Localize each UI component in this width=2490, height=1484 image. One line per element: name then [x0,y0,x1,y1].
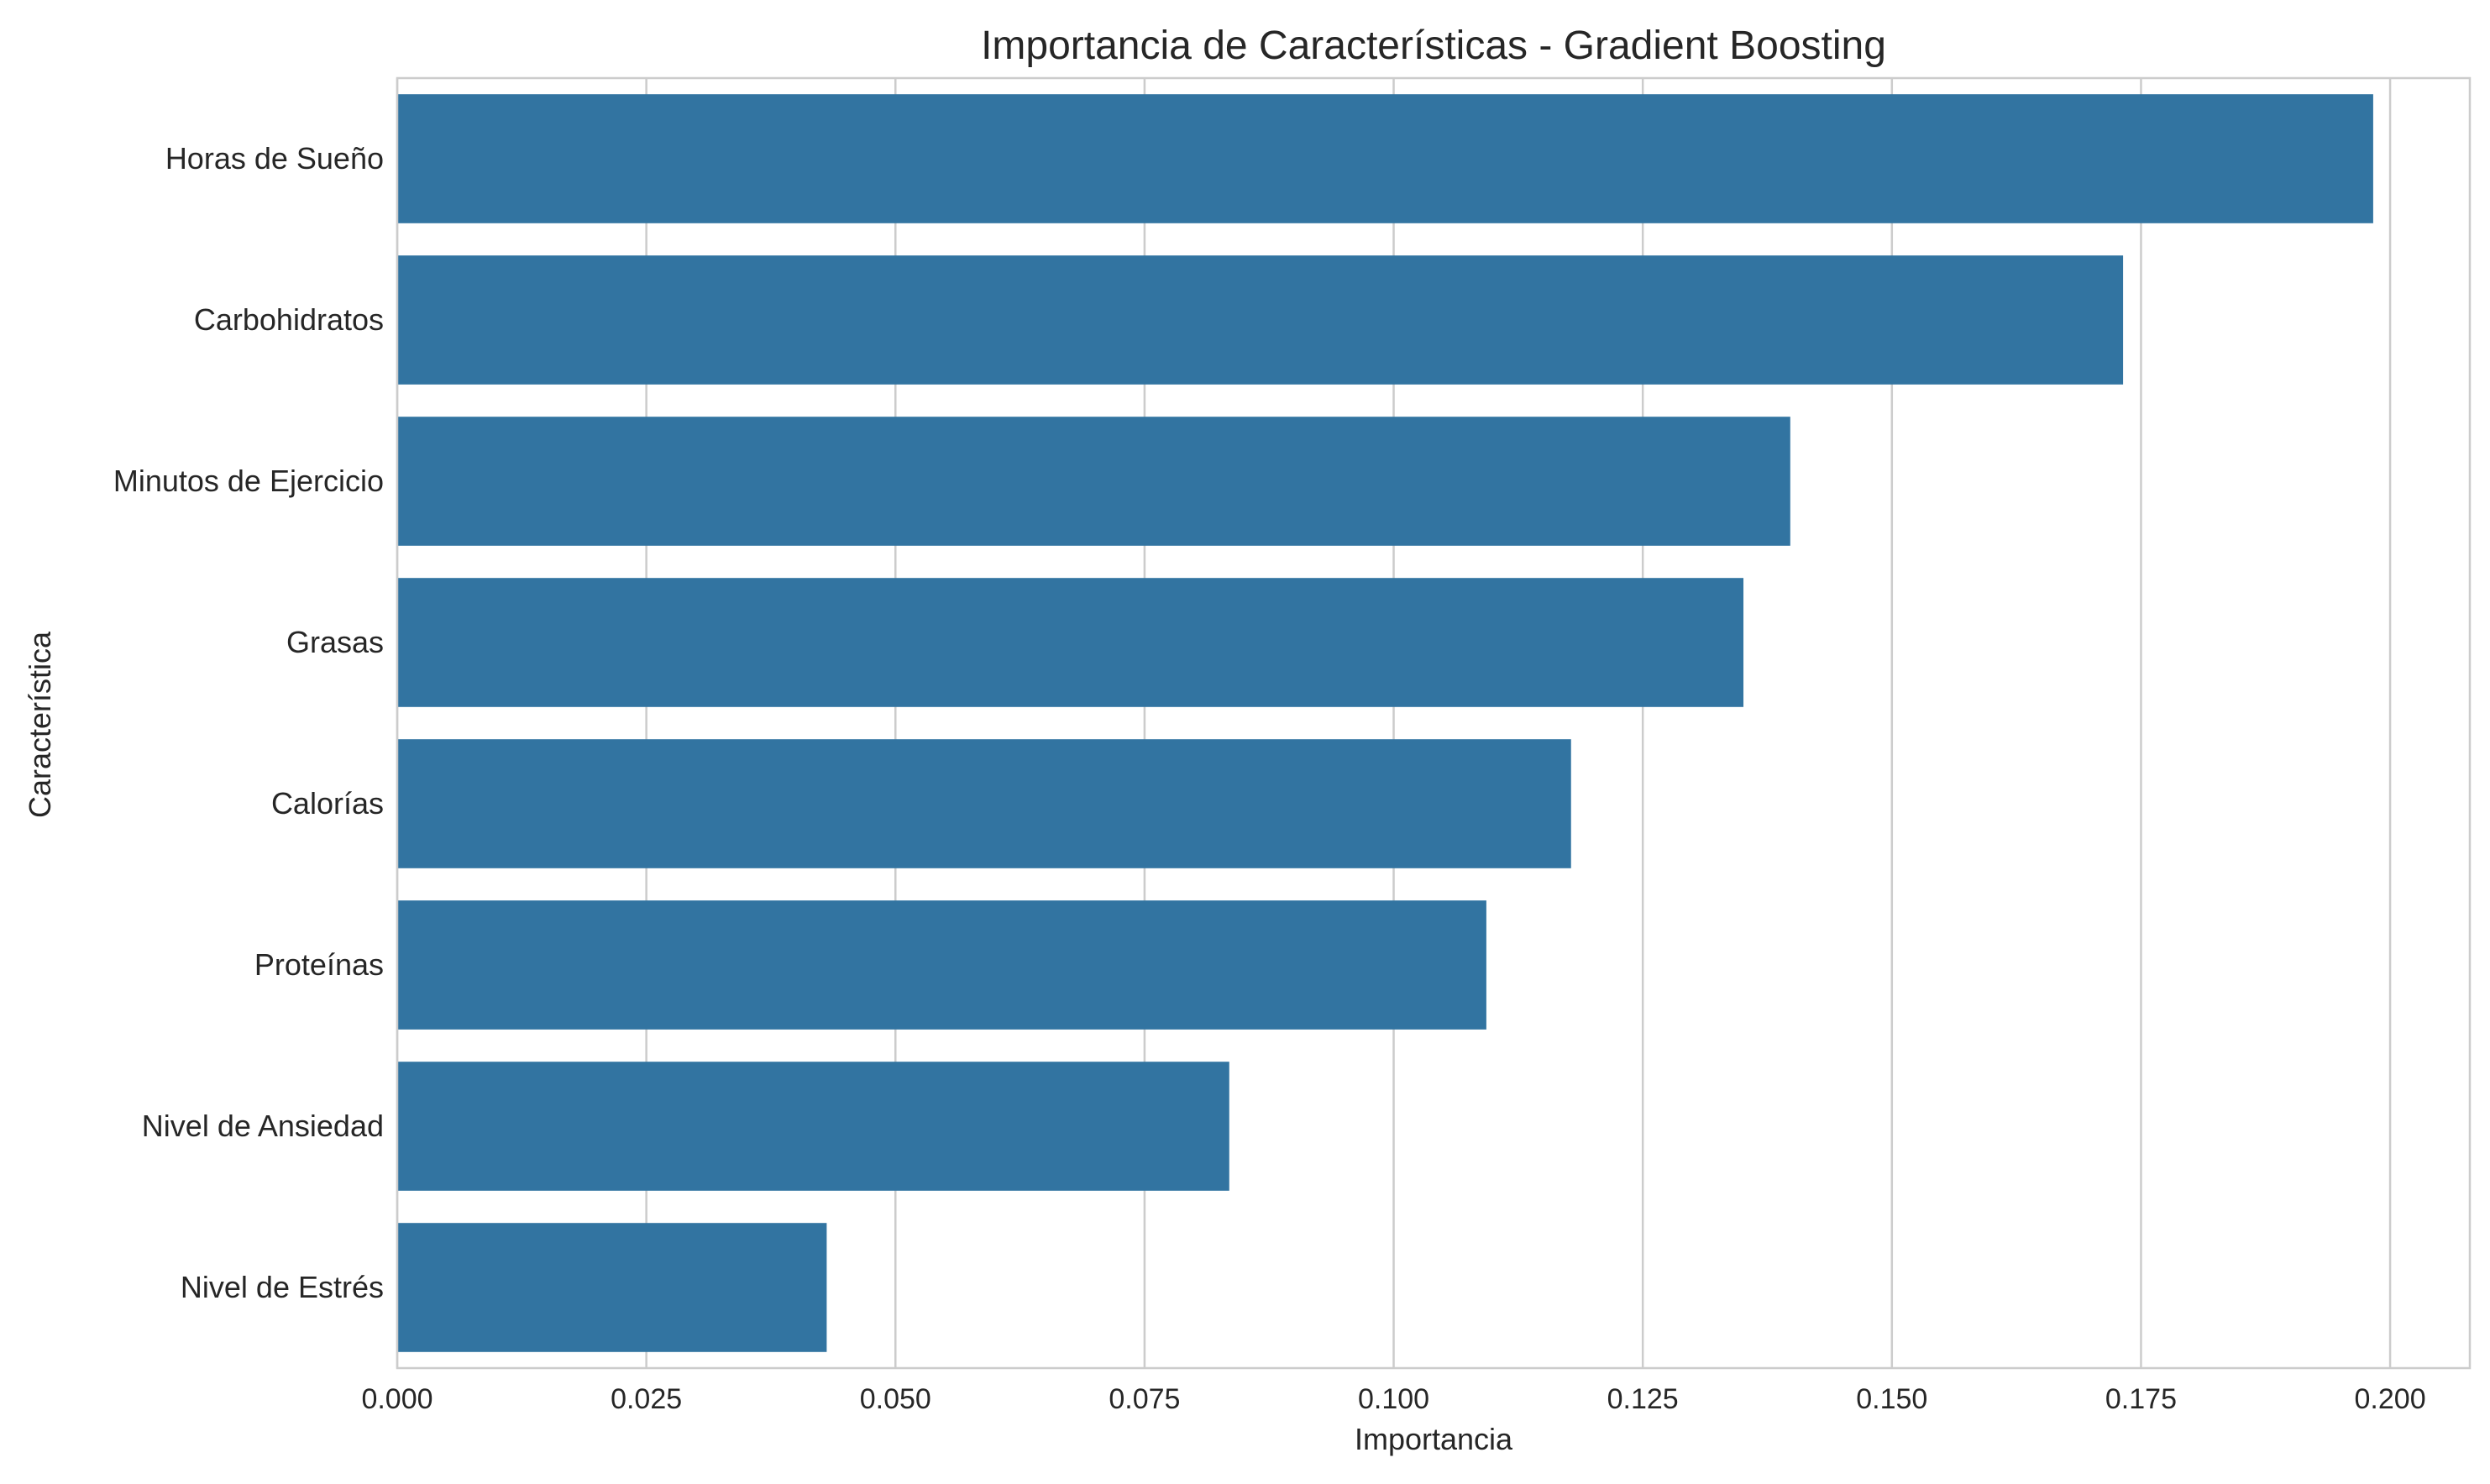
x-tick-label: 0.000 [361,1383,432,1415]
bars [397,94,2373,1352]
y-tick-label: Minutos de Ejercicio [113,464,384,498]
x-tick-label: 0.125 [1607,1383,1679,1415]
y-tick-label: Carbohidratos [194,302,384,337]
bar [397,417,1790,546]
x-tick-label: 0.100 [1358,1383,1429,1415]
bar [397,739,1571,868]
y-tick-label: Grasas [286,625,384,659]
bar [397,1062,1229,1191]
y-tick-label: Calorías [271,786,384,821]
plot-frame [396,76,2472,1370]
x-tick-label: 0.025 [611,1383,682,1415]
y-axis-label: Característica [23,631,57,818]
x-tick-labels: 0.000 0.025 0.050 0.075 0.100 0.125 0.150 0.175… [361,1383,2425,1415]
x-tick-label: 0.200 [2355,1383,2426,1415]
y-tick-labels: Horas de Sueño Carbohidratos Minutos de Ej… [113,141,384,1304]
bar [397,900,1486,1030]
x-tick-label: 0.150 [1856,1383,1927,1415]
bar [397,1223,827,1352]
chart-title: Importancia de Características - Gradien… [981,24,1886,68]
x-tick-label: 0.050 [860,1383,931,1415]
bar [397,578,1744,707]
bar [397,94,2373,223]
x-tick-label: 0.175 [2105,1383,2177,1415]
x-tick-label: 0.075 [1109,1383,1180,1415]
y-tick-label: Nivel de Ansiedad [142,1109,384,1143]
bar [397,255,2124,385]
y-tick-label: Proteínas [254,947,384,982]
y-tick-label: Horas de Sueño [165,141,384,176]
x-axis-label: Importancia [1355,1422,1513,1456]
y-tick-label: Nivel de Estrés [181,1270,384,1304]
